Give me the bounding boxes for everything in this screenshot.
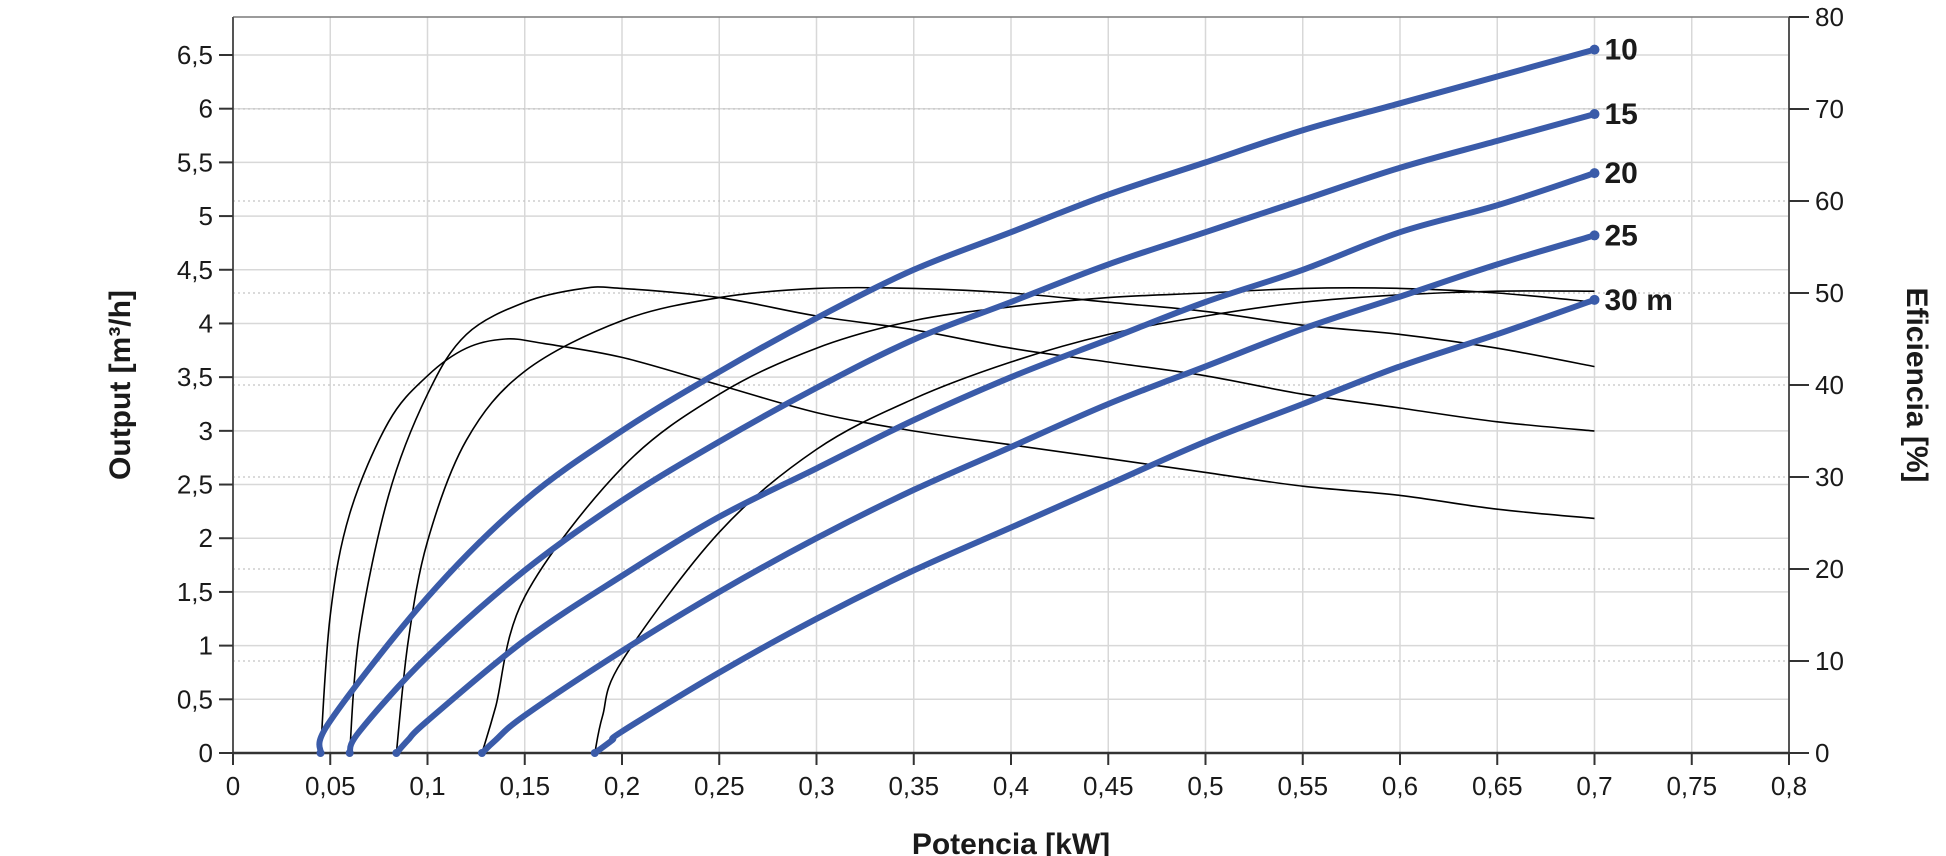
x-tick-label: 0,6	[1382, 771, 1418, 801]
x-tick-label: 0,4	[993, 771, 1029, 801]
x-tick-label: 0,25	[694, 771, 745, 801]
x-tick-label: 0	[226, 771, 240, 801]
x-tick-label: 0,05	[305, 771, 356, 801]
x-tick-label: 0,65	[1472, 771, 1523, 801]
y2-tick-label: 70	[1815, 94, 1844, 124]
curve-end-point	[1589, 230, 1600, 241]
y2-axis-title: Eficiencia [%]	[1900, 287, 1933, 482]
x-tick-label: 0,3	[798, 771, 834, 801]
y-axis-title: Output [m³/h]	[104, 290, 137, 480]
output-curve	[346, 111, 1598, 756]
y-tick-label: 5	[199, 201, 213, 231]
x-tick-label: 0,15	[499, 771, 550, 801]
x-tick-label: 0,5	[1187, 771, 1223, 801]
output-curve	[591, 296, 1598, 756]
curve-start-point	[590, 749, 599, 757]
y-tick-label: 1	[199, 631, 213, 661]
series-label: 10	[1605, 34, 1638, 67]
y-tick-label: 2	[199, 523, 213, 553]
x-tick-label: 0,55	[1277, 771, 1328, 801]
y2-tick-label: 30	[1815, 462, 1844, 492]
series-label: 25	[1605, 219, 1638, 252]
curve-end-point	[1589, 294, 1600, 305]
series-label: 30 m	[1605, 284, 1673, 317]
curve-start-point	[477, 749, 486, 757]
curve-start-point	[345, 749, 354, 757]
x-tick-label: 0,2	[604, 771, 640, 801]
y2-tick-label: 60	[1815, 186, 1844, 216]
series-label: 15	[1605, 98, 1638, 131]
grid	[233, 17, 1790, 753]
series-labels: 10 15 20 25 30 m	[1605, 34, 1673, 317]
x-tick-label: 0,1	[409, 771, 445, 801]
output-curves	[316, 44, 1600, 757]
y-tick-label: 3,5	[177, 362, 213, 392]
y-tick-label: 0	[199, 738, 213, 768]
output-curve	[479, 232, 1598, 756]
curve-start-point	[392, 749, 401, 757]
y2-tick-label: 0	[1815, 738, 1829, 768]
curve-end-point	[1589, 168, 1600, 179]
efficiency-curve	[481, 287, 1595, 754]
output-curve	[316, 46, 1598, 756]
axes: 0 0,05 0,1 0,15 0,2 0,25 0,3 0,35 0,4 0,45 0,5 0,55…	[177, 2, 1844, 801]
y-tick-label: 2,5	[177, 470, 213, 500]
curve-end-point	[1589, 44, 1600, 55]
output-curve	[393, 170, 1598, 756]
y-tick-label: 0,5	[177, 684, 213, 714]
y2-tick-label: 80	[1815, 2, 1844, 32]
y2-tick-label: 20	[1815, 554, 1844, 584]
y-tick-label: 4	[199, 308, 213, 338]
x-tick-label: 0,35	[888, 771, 939, 801]
x-tick-label: 0,7	[1576, 771, 1612, 801]
y-tick-label: 6	[199, 94, 213, 124]
y-tick-label: 5,5	[177, 147, 213, 177]
y-tick-label: 1,5	[177, 577, 213, 607]
series-label: 20	[1605, 157, 1638, 190]
curve-end-point	[1589, 109, 1600, 120]
x-axis-title: Potencia [kW]	[912, 828, 1110, 856]
y2-tick-label: 10	[1815, 646, 1844, 676]
y-tick-label: 3	[199, 416, 213, 446]
y2-tick-label: 40	[1815, 370, 1844, 400]
y-tick-label: 4,5	[177, 255, 213, 285]
y-tick-label: 6,5	[177, 40, 213, 70]
curve-start-point	[316, 749, 325, 757]
efficiency-curve	[395, 286, 1595, 754]
x-tick-label: 0,8	[1771, 771, 1807, 801]
efficiency-curve	[319, 338, 1595, 754]
y2-tick-label: 50	[1815, 278, 1844, 308]
x-tick-label: 0,45	[1083, 771, 1134, 801]
x-tick-label: 0,75	[1666, 771, 1717, 801]
